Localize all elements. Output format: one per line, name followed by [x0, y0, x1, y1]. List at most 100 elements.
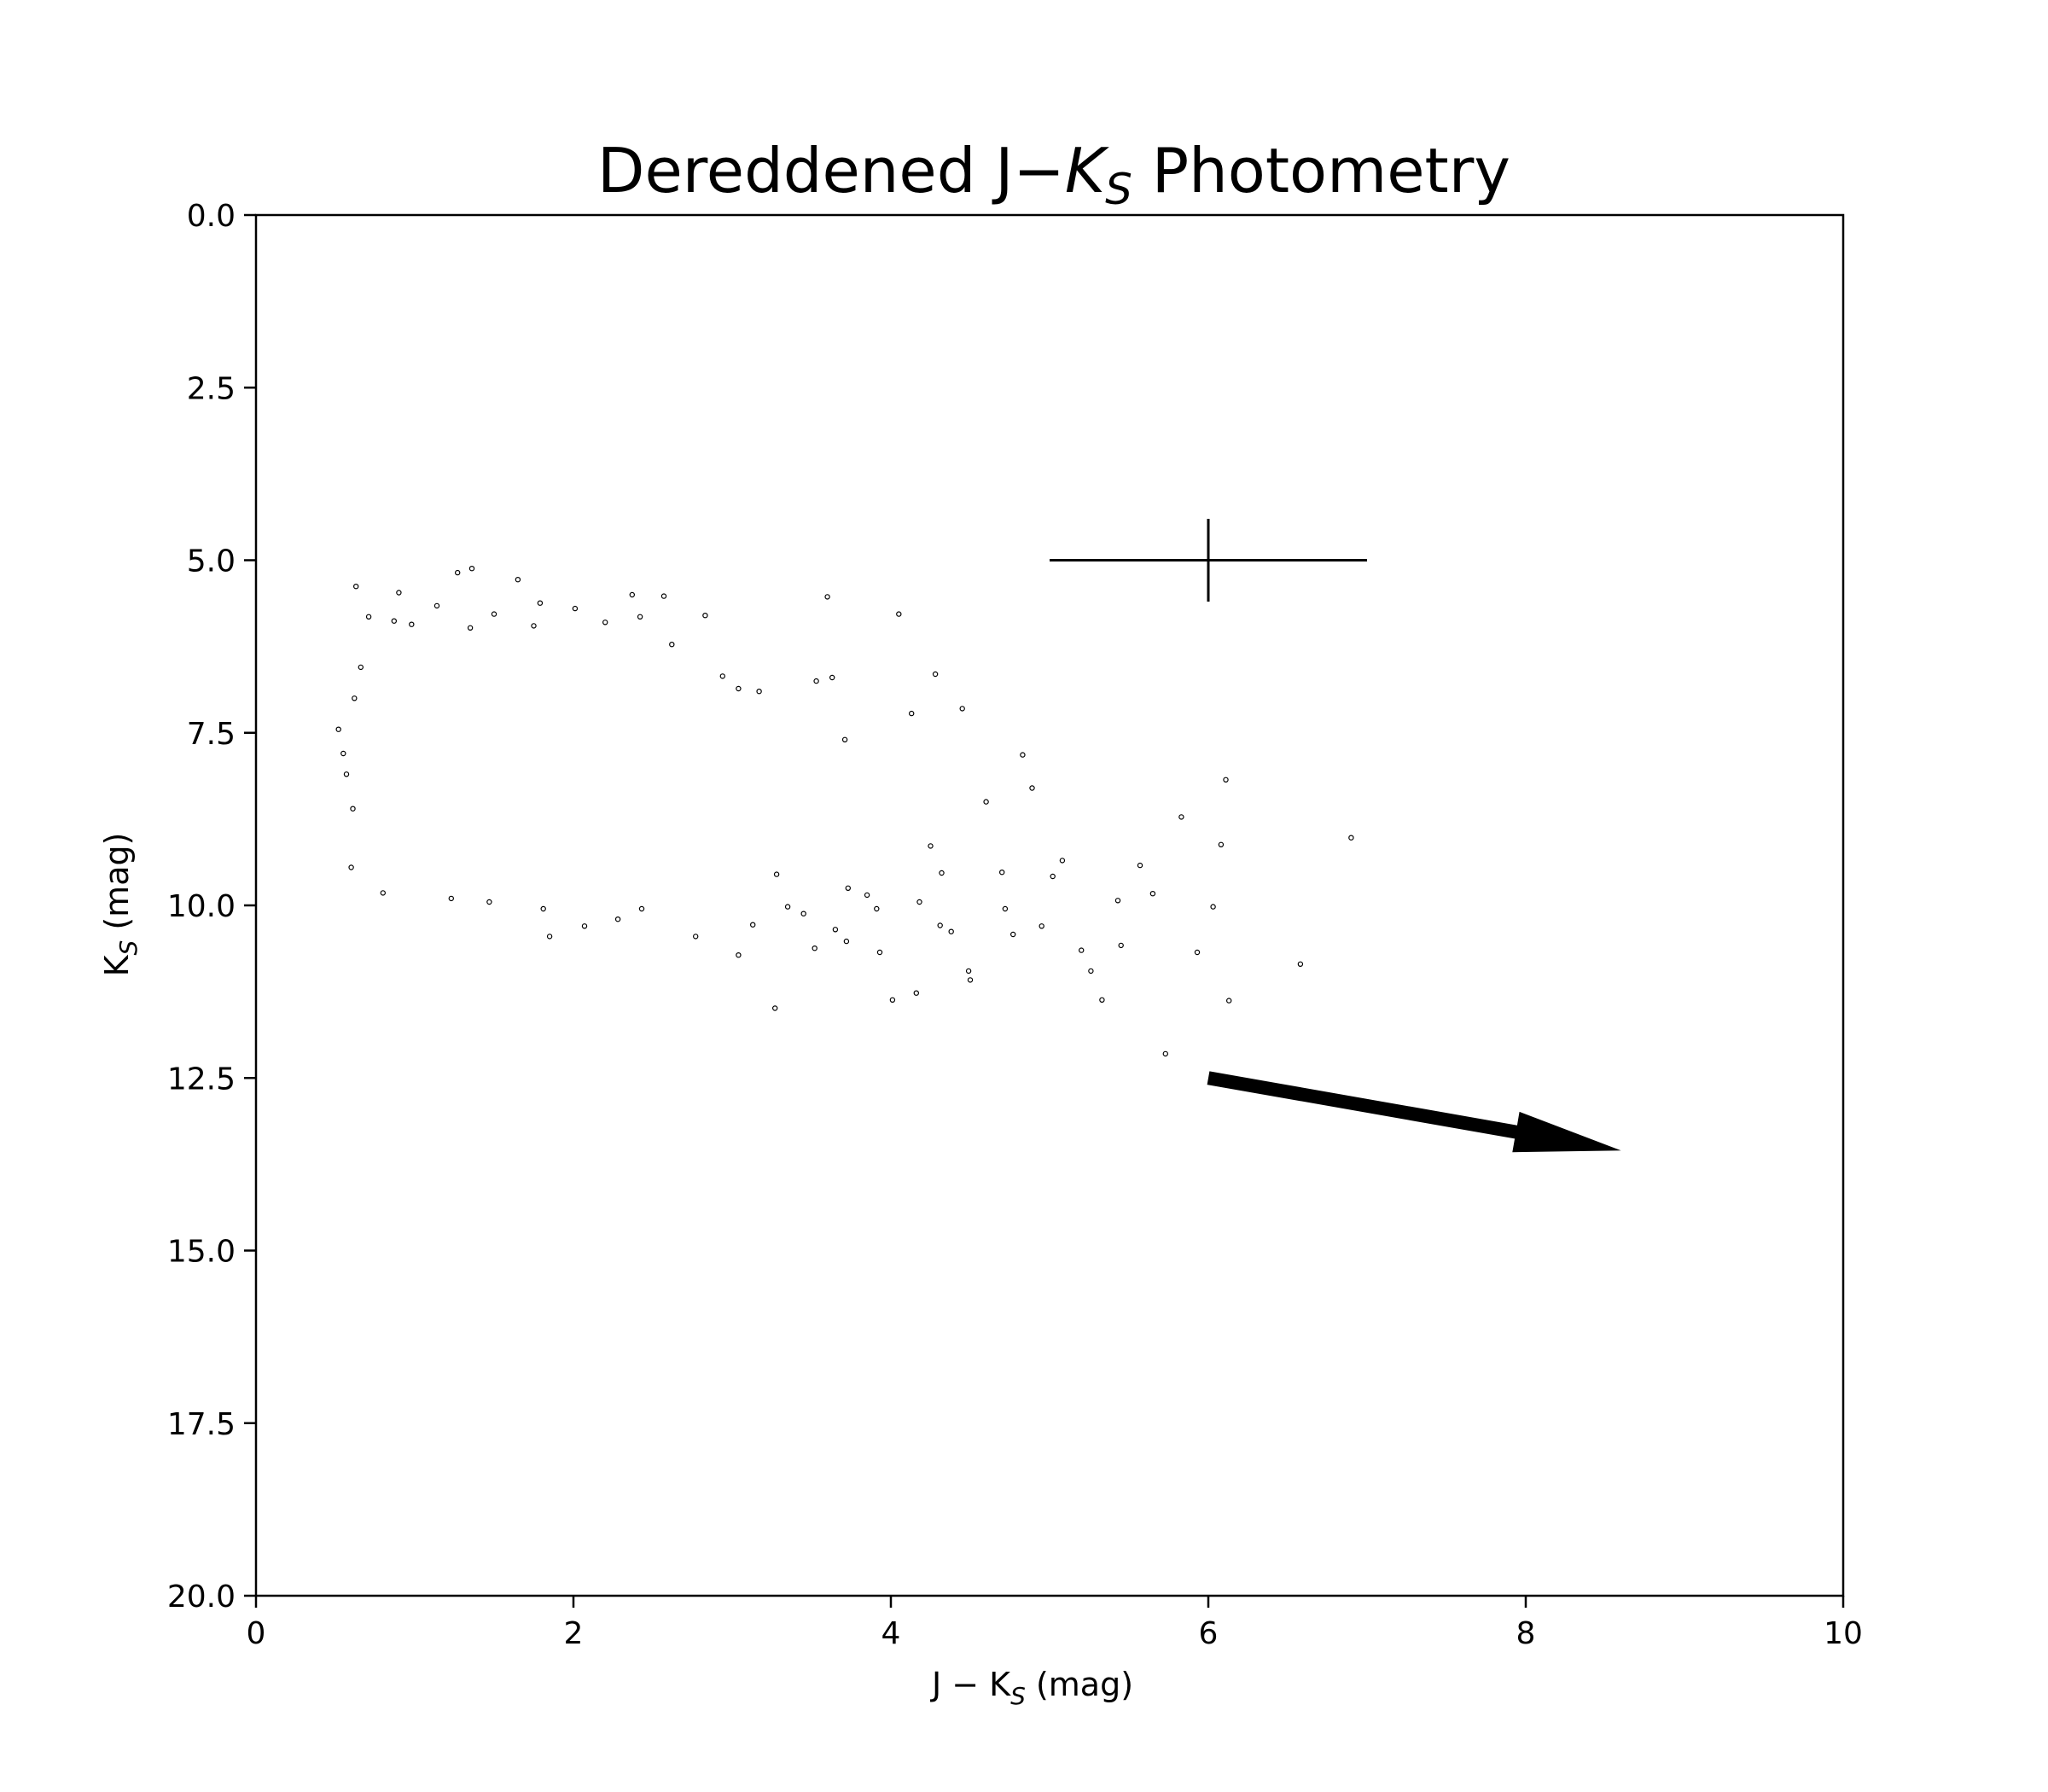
data-point: [813, 678, 819, 684]
data-point: [340, 750, 346, 757]
data-point: [843, 938, 850, 945]
data-point: [409, 621, 415, 627]
data-point: [515, 577, 521, 583]
data-point: [967, 977, 974, 983]
data-point: [1218, 841, 1225, 848]
data-point: [702, 613, 708, 619]
data-point: [343, 771, 350, 777]
data-point: [581, 923, 588, 929]
data-point: [1009, 931, 1016, 938]
x-tick-label: 2: [564, 1616, 584, 1651]
x-axis-ticks: 0 2 4 6 8 10: [247, 1596, 1863, 1651]
y-tick-label: 15.0: [167, 1235, 236, 1270]
data-point: [335, 726, 341, 732]
data-point: [1178, 814, 1184, 820]
data-point: [832, 927, 839, 933]
data-points: [335, 566, 1354, 1057]
data-point: [433, 602, 440, 609]
data-point: [864, 892, 870, 899]
data-point: [1210, 904, 1216, 910]
x-axis-label: J − KS (mag): [930, 1666, 1133, 1710]
data-point: [531, 623, 537, 629]
data-point: [486, 899, 492, 905]
y-axis-ticks: 0.0 2.5 5.0 7.5 10.0 12.5 15.0 17.5 20.0: [167, 199, 256, 1615]
data-point: [660, 593, 667, 599]
x-tick-label: 6: [1199, 1616, 1219, 1651]
data-point: [540, 905, 546, 912]
y-tick-label: 12.5: [167, 1062, 236, 1097]
data-point: [959, 706, 965, 712]
data-point: [719, 673, 726, 679]
data-point: [841, 736, 848, 743]
data-point: [468, 566, 475, 572]
data-point: [638, 905, 645, 912]
data-point: [773, 871, 780, 877]
data-point: [448, 895, 455, 902]
y-tick-label: 2.5: [187, 371, 236, 406]
data-point: [614, 916, 621, 922]
data-point: [876, 949, 883, 956]
data-point: [916, 899, 922, 905]
y-tick-label: 17.5: [167, 1407, 236, 1442]
data-point: [824, 594, 830, 600]
data-point: [1137, 862, 1143, 869]
data-point: [396, 590, 402, 596]
y-tick-label: 0.0: [187, 199, 236, 234]
data-point: [572, 605, 579, 612]
data-point: [467, 625, 474, 631]
y-tick-label: 5.0: [187, 544, 236, 579]
data-point: [669, 642, 675, 648]
data-point: [937, 922, 943, 928]
data-point: [965, 968, 972, 975]
data-point: [983, 799, 989, 805]
data-point: [1039, 923, 1044, 929]
data-point: [1029, 785, 1035, 791]
data-point: [889, 997, 896, 1004]
data-point: [352, 695, 358, 701]
x-tick-label: 4: [881, 1616, 901, 1651]
data-point: [491, 611, 497, 617]
data-point: [1020, 752, 1026, 758]
data-point: [756, 689, 762, 695]
data-point: [829, 674, 835, 681]
data-point: [932, 671, 939, 678]
data-point: [348, 864, 354, 870]
y-axis-label: KS (mag): [98, 833, 143, 977]
data-point: [629, 591, 636, 598]
data-point: [537, 600, 544, 606]
data-point: [350, 806, 356, 812]
data-point: [1297, 961, 1304, 968]
data-point: [913, 990, 920, 996]
chart-title: Dereddened J−KS Photometry: [597, 135, 1510, 214]
data-point: [380, 890, 386, 896]
data-point: [845, 885, 852, 892]
x-tick-label: 10: [1824, 1616, 1863, 1651]
data-point: [353, 584, 359, 590]
data-point: [896, 611, 902, 617]
data-point: [1099, 997, 1105, 1004]
data-point: [1118, 942, 1124, 949]
x-tick-label: 8: [1516, 1616, 1536, 1651]
data-point: [391, 618, 397, 624]
data-point: [1225, 998, 1232, 1004]
data-point: [1078, 947, 1085, 953]
reddening-vector-arrow: [1207, 1071, 1621, 1153]
data-point: [693, 934, 699, 940]
data-point: [455, 569, 461, 576]
data-point: [1194, 949, 1201, 956]
data-point: [1050, 873, 1056, 880]
data-point: [874, 905, 880, 912]
y-tick-label: 10.0: [167, 889, 236, 924]
data-point: [812, 945, 817, 951]
data-point: [736, 685, 742, 692]
data-point: [1162, 1050, 1169, 1057]
data-point: [750, 922, 756, 928]
y-tick-label: 20.0: [167, 1580, 236, 1615]
data-point: [365, 614, 372, 620]
data-point: [784, 904, 791, 910]
data-point: [800, 911, 806, 916]
data-point: [1149, 890, 1156, 897]
data-point: [928, 843, 934, 849]
data-point: [637, 614, 643, 620]
